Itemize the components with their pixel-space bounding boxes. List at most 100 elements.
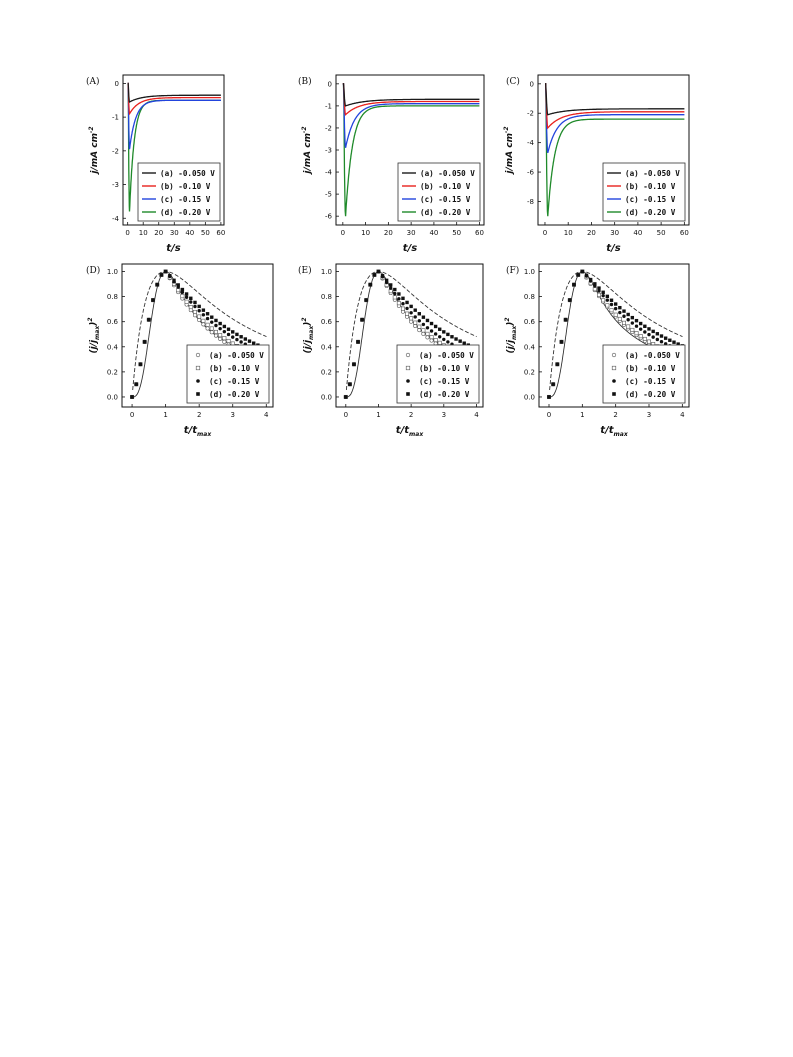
panel-a: (A) 0 10 20 30 40 50 60 0 -1 -2 -3 -4 t/s j/mA cm-2 (a)…: [86, 74, 225, 254]
data-point: [222, 339, 227, 344]
legend-label: (b) -0.10 V: [420, 182, 471, 191]
data-point: [226, 332, 231, 337]
data-point: [425, 318, 430, 323]
data-point: [214, 323, 218, 328]
data-point: [163, 269, 168, 274]
data-point: [151, 298, 155, 302]
legend-label: (c) -0.15 V: [209, 377, 260, 386]
data-point: [413, 315, 417, 319]
series-line: [545, 83, 685, 217]
y-tick-label: -2: [112, 147, 119, 155]
data-point: [168, 273, 172, 278]
data-point: [450, 335, 454, 339]
data-point: [458, 339, 462, 343]
data-point: [429, 329, 434, 333]
x-axis-label: t/s: [166, 243, 180, 254]
x-tick-label: 0: [547, 411, 551, 419]
x-tick-label: 2: [197, 411, 201, 419]
data-point: [425, 326, 430, 330]
data-point: [392, 295, 397, 300]
data-point: [580, 269, 585, 274]
plot-area: [545, 83, 685, 217]
data-point: [597, 286, 601, 290]
data-point: [172, 278, 176, 283]
panel-b: (B) 0 10 20 30 40 50 60 0 -1 -2 -3 -4 -5 -6 t/s j/mA cm-…: [298, 74, 485, 254]
x-tick-label: 40: [633, 229, 642, 237]
data-point: [638, 327, 643, 331]
data-point: [384, 278, 389, 283]
data-point: [192, 309, 197, 314]
data-point: [672, 340, 676, 344]
legend-label: (c) -0.15 V: [625, 377, 676, 386]
legend-label: (a) -0.050 V: [625, 169, 680, 178]
data-point: [239, 340, 243, 344]
data-point: [626, 318, 630, 322]
y-axis-label: j/mA cm-2: [301, 126, 313, 175]
x-tick-label: 50: [452, 229, 461, 237]
data-point: [609, 302, 614, 307]
x-tick-label: 4: [680, 411, 685, 419]
data-point: [209, 326, 214, 331]
legend-swatch: [196, 392, 200, 396]
data-point: [613, 306, 618, 311]
legend-label: (a) -0.050 V: [209, 351, 264, 360]
x-tick-label: 2: [613, 411, 617, 419]
data-point: [605, 298, 610, 302]
x-tick-label: 10: [139, 229, 148, 237]
x-tick-label: 0: [125, 229, 129, 237]
x-tick-label: 0: [341, 229, 345, 237]
data-point: [597, 289, 601, 293]
y-tick-label: -2: [325, 124, 332, 132]
data-point: [226, 338, 231, 343]
x-tick-label: 4: [474, 411, 479, 419]
data-point: [634, 331, 639, 336]
data-point: [159, 273, 164, 277]
data-point: [184, 292, 189, 296]
panel-letter: (D): [86, 265, 100, 276]
y-tick-label: -3: [112, 181, 119, 189]
data-point: [201, 313, 206, 317]
data-point: [197, 318, 202, 323]
data-point: [655, 332, 660, 336]
x-tick-label: 50: [657, 229, 666, 237]
data-point: [210, 320, 214, 324]
data-point: [647, 327, 651, 331]
data-point: [235, 332, 239, 337]
plot-frame: [121, 263, 274, 408]
series-line: [545, 83, 685, 116]
x-tick-label: 40: [185, 229, 194, 237]
data-point: [433, 332, 438, 336]
legend-swatch: [196, 379, 200, 383]
data-point: [192, 313, 197, 318]
legend: (a) -0.050 V (b) -0.10 V (c) -0.15 V (d) -0…: [396, 344, 480, 404]
data-point: [568, 298, 572, 302]
data-point: [396, 301, 401, 306]
data-point: [188, 305, 193, 310]
data-point: [462, 341, 466, 345]
data-point: [180, 294, 185, 299]
data-point: [193, 304, 197, 309]
y-tick-label: 1.0: [321, 268, 332, 276]
y-tick-label: 0.4: [321, 343, 333, 351]
data-point: [344, 395, 348, 399]
y-axis-label: j/mA cm-2: [503, 126, 515, 175]
series-line: [127, 82, 221, 104]
x-tick-label: 1: [163, 411, 167, 419]
y-tick-label: 0.0: [321, 393, 332, 401]
legend-label: (c) -0.15 V: [419, 377, 470, 386]
plot-frame: [537, 74, 690, 226]
data-point: [393, 291, 397, 296]
y-tick-label: -6: [527, 169, 535, 177]
panel-letter: (F): [506, 265, 519, 276]
series-line: [545, 83, 685, 130]
data-point: [231, 330, 235, 334]
data-point: [405, 300, 409, 305]
data-point: [184, 295, 189, 299]
legend: (a) -0.050 V (b) -0.10 V (c) -0.15 V (d) -0…: [186, 344, 270, 404]
data-point: [201, 308, 206, 312]
x-tick-label: 1: [580, 411, 584, 419]
data-point: [659, 334, 664, 338]
data-point: [421, 331, 426, 336]
data-point: [651, 329, 655, 334]
